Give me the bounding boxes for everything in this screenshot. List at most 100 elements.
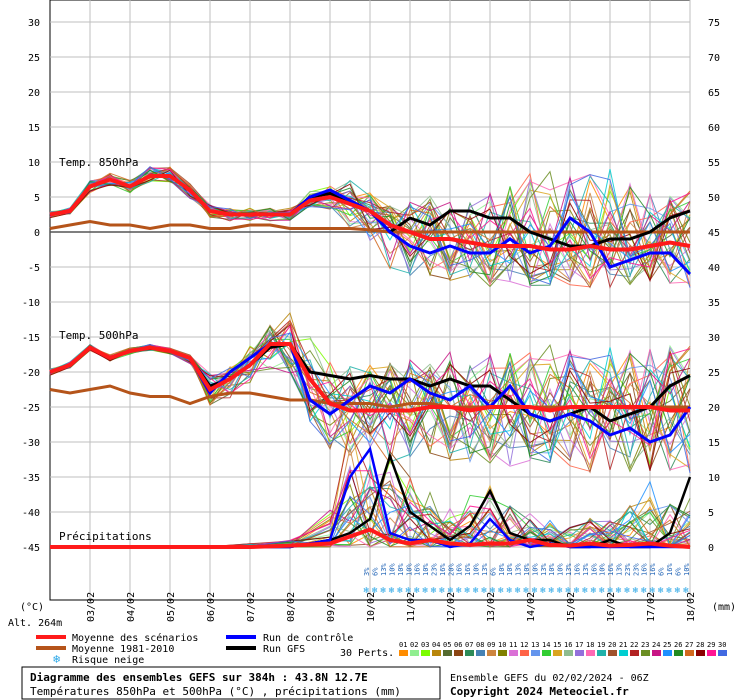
snowflake-icon: ❄ (549, 586, 555, 596)
snowflake-icon: ❄ (591, 586, 597, 596)
member-color-swatch (608, 650, 617, 656)
legend-clim-label: Moyenne 1981-2010 (72, 644, 174, 655)
snow-risk-value: 10% (523, 563, 531, 576)
member-number-label: 14 (542, 641, 550, 649)
snowflake-icon: ❄ (53, 652, 60, 666)
right-tick-label: 35 (708, 298, 720, 309)
title-box: Diagramme des ensembles GEFS sur 384h : … (21, 666, 441, 700)
left-tick-label: 15 (28, 123, 40, 134)
member-number-label: 09 (487, 641, 495, 649)
left-unit-label: (°C) (20, 602, 44, 613)
member-color-swatch (454, 650, 463, 656)
member-number-label: 20 (608, 641, 616, 649)
legend-snow-label: Risque neige (72, 655, 144, 666)
t850-mean-line (49, 174, 691, 252)
x-tick-label: 14/02 (526, 592, 537, 622)
member-color-swatch (564, 650, 573, 656)
snowflake-icon: ❄ (675, 586, 681, 596)
left-tick-label: -20 (22, 368, 40, 379)
member-number-label: 24 (652, 641, 660, 649)
snow-risk-value: 16% (666, 563, 674, 576)
snowflake-icon: ❄ (532, 586, 538, 596)
member-number-label: 06 (454, 641, 462, 649)
member-color-swatch (498, 650, 507, 656)
member-number-label: 12 (520, 641, 528, 649)
member-color-swatch (641, 650, 650, 656)
snowflake-icon: ❄ (414, 586, 420, 596)
altitude-label: Alt. 264m (8, 618, 62, 629)
snow-risk-value: 10% (531, 563, 539, 576)
snowflake-icon: ❄ (473, 586, 479, 596)
snow-risk-value: 13% (481, 563, 489, 576)
x-tick-label: 11/02 (406, 592, 417, 622)
t850-member-line (49, 166, 691, 288)
member-color-swatch (520, 650, 529, 656)
member-number-label: 17 (575, 641, 583, 649)
snowflake-icon: ❄ (649, 586, 655, 596)
member-color-swatch (696, 650, 705, 656)
snow-risk-value: 13% (540, 563, 548, 576)
x-tick-label: 10/02 (366, 592, 377, 622)
series-layer (49, 166, 692, 549)
snow-risk-value: 10% (498, 563, 506, 576)
snow-risk-value: 16% (573, 563, 581, 576)
right-tick-label: 45 (708, 228, 720, 239)
snowflake-icon: ❄ (431, 586, 437, 596)
precip-section-label: Précipitations (59, 530, 152, 543)
member-number-label: 27 (685, 641, 693, 649)
snow-risk-value: 10% (506, 563, 514, 576)
x-tick-label: 05/02 (166, 592, 177, 622)
left-tick-label: 20 (28, 88, 40, 99)
snowflake-icon: ❄ (464, 586, 470, 596)
right-tick-label: 60 (708, 123, 720, 134)
left-tick-label: -15 (22, 333, 40, 344)
snow-risk-value: 10% (599, 563, 607, 576)
snow-risk-value: 23% (430, 563, 438, 576)
snowflake-icon: ❄ (439, 586, 445, 596)
right-tick-label: 55 (708, 158, 720, 169)
t850-section-label: Temp. 850hPa (59, 156, 138, 169)
member-color-swatch (663, 650, 672, 656)
snow-risk-value: 16% (649, 563, 657, 576)
snow-risk-value: 6% (489, 567, 497, 576)
snowflake-icon: ❄ (490, 586, 496, 596)
snow-risk-value: 16% (439, 563, 447, 576)
t850-member-line (49, 167, 691, 280)
snow-risk-value: 13% (565, 563, 573, 576)
snow-risk-value: 10% (397, 563, 405, 576)
snowflake-icon: ❄ (540, 586, 546, 596)
snow-risk-value: 13% (582, 563, 590, 576)
member-color-swatch (542, 650, 551, 656)
right-tick-label: 25 (708, 368, 720, 379)
member-number-label: 13 (531, 641, 539, 649)
snowflake-icon: ❄ (607, 586, 613, 596)
x-axis: 03/02 04/02 05/02 06/02 07/02 08/02 09/02 10/02… (86, 592, 697, 622)
member-color-swatch (674, 650, 683, 656)
snow-risk-value: 10% (548, 563, 556, 576)
legend-mean-label: Moyenne des scénarios (72, 632, 198, 644)
member-color-swatch (553, 650, 562, 656)
member-number-label: 02 (410, 641, 418, 649)
member-number-label: 11 (509, 641, 517, 649)
snow-risk-value: 23% (624, 563, 632, 576)
right-unit-label: (mm) (712, 602, 736, 613)
snow-risk-value: 13% (515, 563, 523, 576)
left-tick-label: -35 (22, 473, 40, 484)
member-number-label: 22 (630, 641, 638, 649)
member-color-swatch (531, 650, 540, 656)
member-number-label: 23 (641, 641, 649, 649)
member-number-label: 07 (465, 641, 473, 649)
left-tick-label: -10 (22, 298, 40, 309)
member-number-label: 21 (619, 641, 627, 649)
precip-mean-line (50, 527, 691, 549)
left-tick-label: 25 (28, 53, 40, 64)
snow-risk-value: 16% (607, 563, 615, 576)
snowflake-icon: ❄ (582, 586, 588, 596)
member-number-label: 18 (586, 641, 594, 649)
member-color-swatch (575, 650, 584, 656)
member-color-swatch (509, 650, 518, 656)
member-color-swatch (410, 650, 419, 656)
member-color-swatch (707, 650, 716, 656)
snow-risk-value: 16% (641, 563, 649, 576)
snowflake-icon: ❄ (523, 586, 529, 596)
